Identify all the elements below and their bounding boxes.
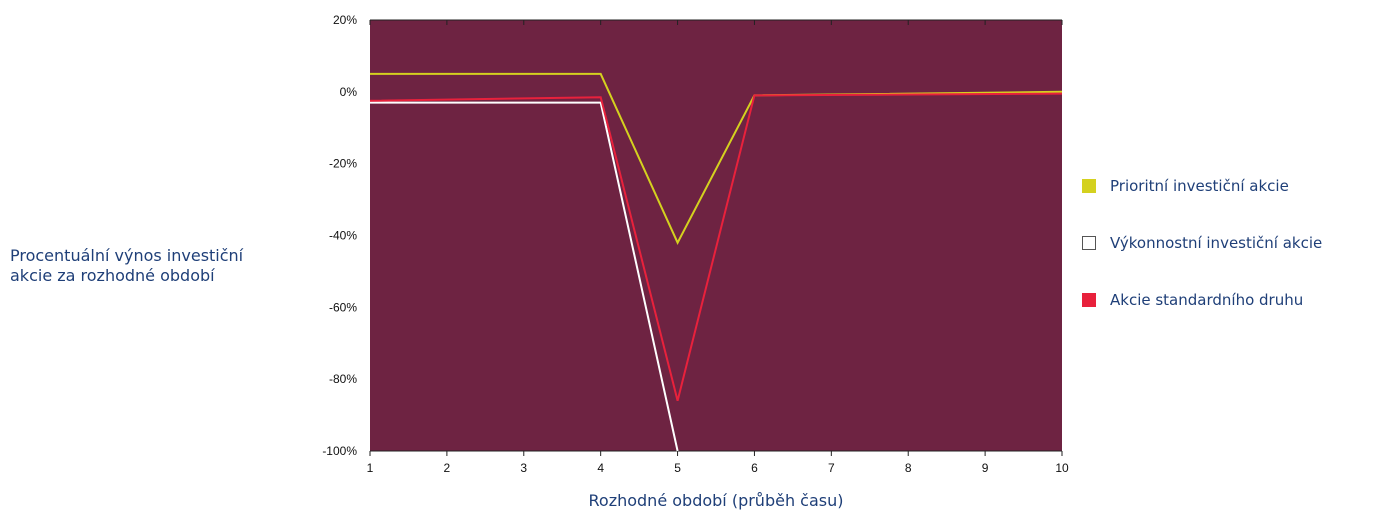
series-line-1 <box>370 101 679 452</box>
legend-swatch-prioritni <box>1082 179 1096 193</box>
legend-swatch-standardni <box>1082 293 1096 307</box>
y-axis-title: Procentuální výnos investiční akcie za r… <box>10 246 310 286</box>
legend-label-prioritni: Prioritní investiční akcie <box>1110 177 1289 195</box>
plot-area <box>370 20 1062 451</box>
legend-swatch-vykonnostni <box>1082 236 1096 250</box>
x-tick-label: 8 <box>905 461 912 475</box>
x-tick-label: 6 <box>751 461 758 475</box>
series-lines <box>369 72 1063 452</box>
x-axis-title: Rozhodné období (průběh času) <box>588 491 844 510</box>
x-tick-label: 1 <box>367 461 374 475</box>
series-line-2 <box>369 92 1063 401</box>
x-tick-label: 2 <box>444 461 451 475</box>
y-tick-label: -40% <box>329 229 357 243</box>
x-tick-label: 10 <box>1055 461 1069 475</box>
x-tick-label: 7 <box>828 461 835 475</box>
y-tick-label: 20% <box>333 13 357 27</box>
y-tick-label: -20% <box>329 157 357 171</box>
legend-label-standardni: Akcie standardního druhu <box>1110 291 1304 309</box>
y-tick-label: -80% <box>329 372 357 386</box>
x-tick-label: 3 <box>520 461 527 475</box>
y-axis-title-line-1: Procentuální výnos investiční <box>10 246 244 265</box>
y-tick-label: -100% <box>322 444 357 458</box>
x-tick-label: 9 <box>982 461 989 475</box>
legend-label-vykonnostni: Výkonnostní investiční akcie <box>1110 234 1323 252</box>
y-axis-title-line-2: akcie za rozhodné období <box>10 266 215 285</box>
y-tick-label: -60% <box>329 300 357 314</box>
y-axis-ticks: 20% 0% -20% -40% -60% -80% -100% <box>322 13 357 458</box>
y-tick-label: 0% <box>340 85 358 99</box>
x-axis-ticks: 1 2 3 4 5 6 7 8 9 10 <box>367 20 1069 475</box>
x-tick-label: 5 <box>674 461 681 475</box>
x-tick-label: 4 <box>597 461 604 475</box>
